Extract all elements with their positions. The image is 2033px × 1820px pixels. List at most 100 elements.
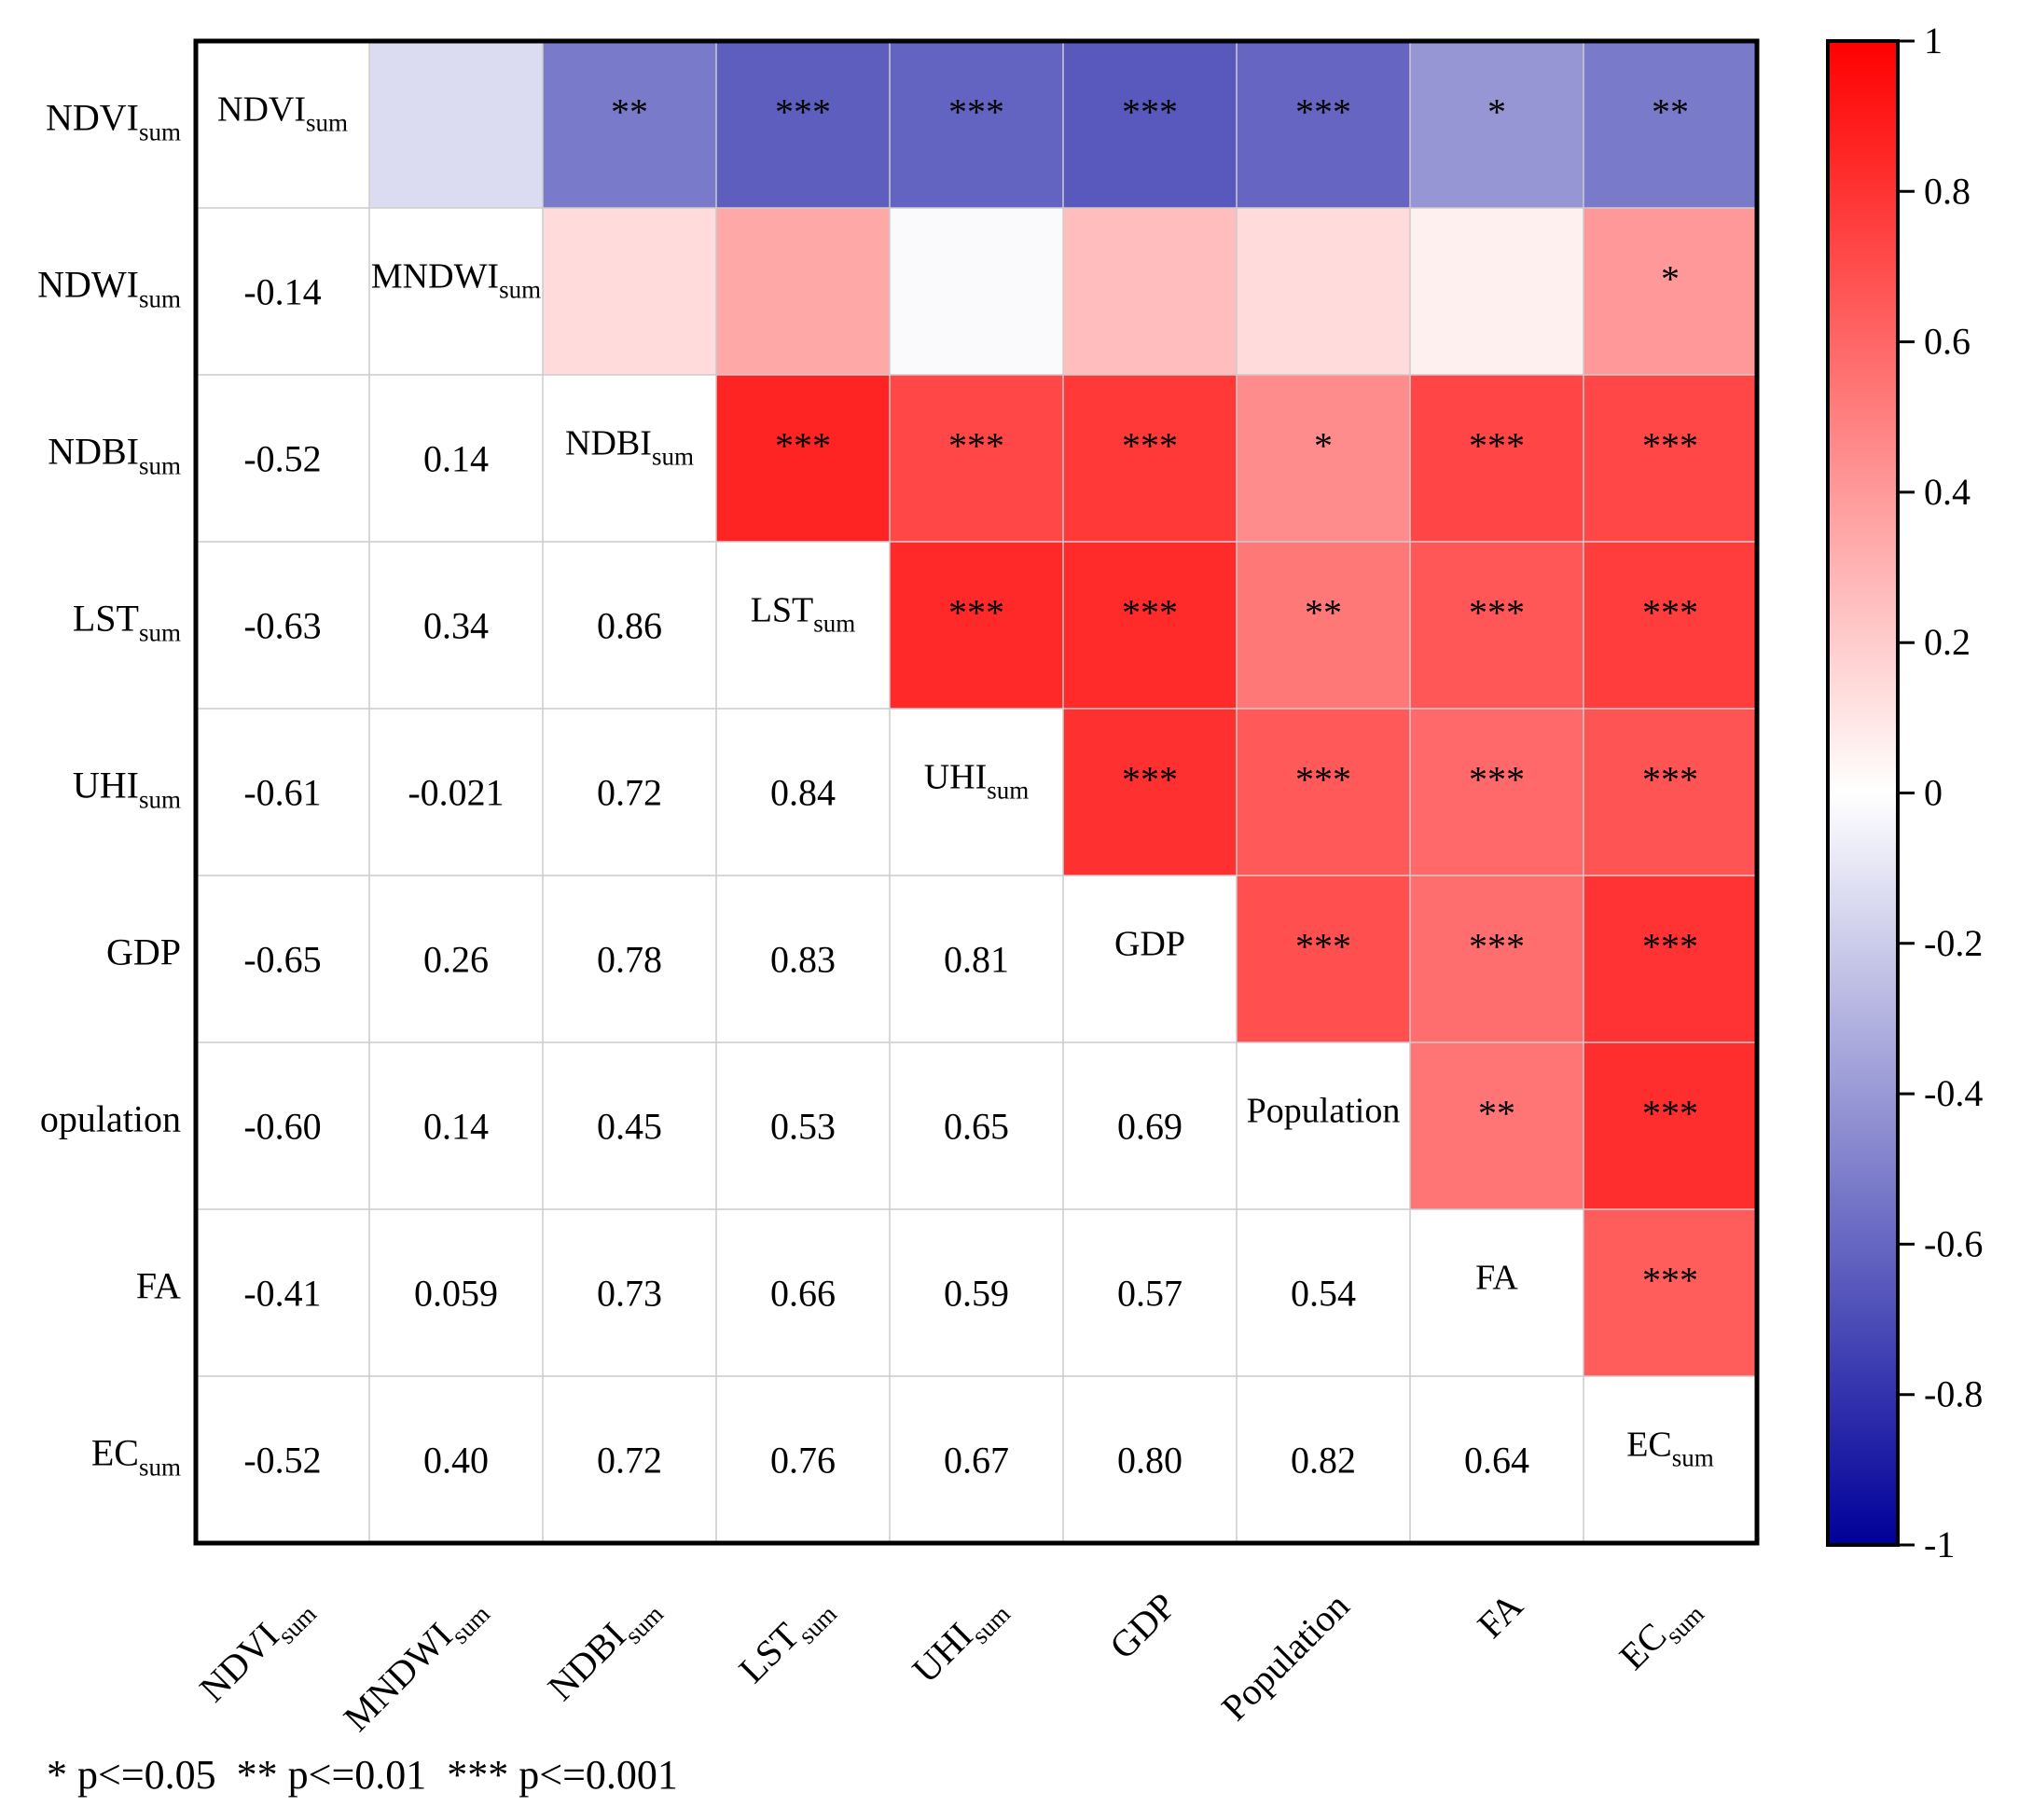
heatmap-cell-0-8 (1584, 41, 1757, 208)
heatmap-cell-5-7 (1410, 876, 1584, 1042)
heatmap-frame (193, 38, 1760, 1546)
significance-label: *** (948, 425, 1004, 467)
significance-label: * (1314, 425, 1333, 467)
significance-footnote: * p<=0.05 ** p<=0.01 *** p<=0.001 (47, 1752, 678, 1798)
cell-value-label: 0.72 (597, 1440, 662, 1482)
significance-label: *** (775, 91, 831, 133)
cell-value-label: 0.14 (423, 438, 489, 480)
colorbar-tick-label: -1 (1924, 1524, 1955, 1565)
cell-value-label: -0.52 (243, 1440, 321, 1482)
column-label: GDP (1101, 1585, 1183, 1667)
cell-value-label: 0.059 (414, 1273, 498, 1315)
heatmap-cell-6-7 (1410, 1042, 1584, 1209)
significance-label: *** (1295, 91, 1351, 133)
significance-label: *** (1295, 759, 1351, 801)
significance-label: ** (1478, 1093, 1515, 1135)
heatmap-cell-3-4 (890, 542, 1063, 709)
significance-label: *** (1469, 592, 1525, 634)
heatmap-cell-1-6 (1237, 208, 1410, 375)
column-label: NDBIsum (540, 1585, 669, 1714)
heatmap-cell-1-2 (543, 208, 716, 375)
cell-value-label: 0.34 (423, 605, 489, 647)
cell-value-label: 0.69 (1117, 1106, 1182, 1148)
cell-value-label: -0.61 (243, 772, 321, 814)
cell-value-label: 0.65 (944, 1106, 1009, 1148)
row-label: FA (136, 1265, 181, 1307)
row-labels: NDVIsum NDWIsum NDBIsum LSTsum UHIsum GDP opul… (37, 97, 181, 1482)
row-label: NDWIsum (37, 264, 181, 313)
cell-value-label: -0.52 (243, 438, 321, 480)
significance-label: ** (1652, 91, 1689, 133)
column-label: MNDWIsum (336, 1585, 495, 1744)
cell-value-label: 0.81 (944, 939, 1009, 981)
diagonal-label: NDVIsum (217, 90, 348, 137)
heatmap-cell-2-7 (1410, 375, 1584, 542)
heatmap-cell-1-3 (716, 208, 890, 375)
diagonal-label: MNDWIsum (371, 257, 541, 304)
cell-value-label: 0.83 (770, 939, 836, 981)
heatmap-cell-2-8 (1584, 375, 1757, 542)
heatmap-cell-0-2 (543, 41, 716, 208)
heatmap-cell-1-5 (1063, 208, 1237, 375)
heatmap-cells (369, 41, 1757, 1376)
significance-label: *** (1122, 759, 1178, 801)
row-label: LSTsum (73, 598, 181, 647)
heatmap-cell-0-4 (890, 41, 1063, 208)
cell-value-label: 0.86 (597, 605, 662, 647)
significance-label: *** (1642, 926, 1698, 968)
cell-value-label: 0.73 (597, 1273, 662, 1315)
significance-label: *** (1469, 759, 1525, 801)
column-label: NDVIsum (191, 1585, 322, 1716)
heatmap-cell-5-8 (1584, 876, 1757, 1042)
significance-label: *** (948, 592, 1004, 634)
cell-value-label: 0.76 (770, 1440, 836, 1482)
cell-value-label: 0.40 (423, 1440, 489, 1482)
cell-value-label: 0.64 (1464, 1440, 1529, 1482)
heatmap-cell-4-6 (1237, 709, 1410, 876)
diagonal-label: NDBIsum (565, 424, 694, 471)
heatmap-cell-0-5 (1063, 41, 1237, 208)
cell-value-label: 0.57 (1117, 1273, 1182, 1315)
colorbar-gradient (1826, 39, 1900, 1547)
column-label: Population (1213, 1585, 1357, 1729)
heatmap-grid (196, 41, 1757, 1543)
cell-value-label: 0.26 (423, 939, 489, 981)
colorbar-tick-label: 0.6 (1924, 321, 1971, 363)
colorbar-tick-label: -0.4 (1924, 1072, 1983, 1114)
column-label: UHIsum (904, 1585, 1016, 1697)
colorbar-tick-label: -0.8 (1924, 1373, 1983, 1415)
row-label: UHIsum (73, 765, 181, 814)
cell-value-label: 0.67 (944, 1440, 1009, 1482)
cell-value-label: -0.41 (243, 1273, 321, 1315)
significance-label: *** (1642, 1093, 1698, 1135)
significance-label: *** (775, 425, 831, 467)
significance-label: *** (1469, 926, 1525, 968)
heatmap-cell-2-5 (1063, 375, 1237, 542)
heatmap-cell-3-7 (1410, 542, 1584, 709)
heatmap-cell-2-3 (716, 375, 890, 542)
colorbar-tick-label: 0.2 (1924, 621, 1971, 663)
significance-label: *** (1122, 91, 1178, 133)
row-label: ECsum (91, 1432, 181, 1482)
significance-label: * (1661, 258, 1680, 300)
heatmap-cell-4-5 (1063, 709, 1237, 876)
cell-value-label: 0.80 (1117, 1440, 1182, 1482)
colorbar-tick-label: 0 (1924, 772, 1943, 814)
heatmap-cell-1-7 (1410, 208, 1584, 375)
colorbar: 1 0.8 0.6 0.4 0.2 0 -0.2 -0.4 -0.6 -0.8 -1 (1826, 20, 1983, 1565)
colorbar-tick-label: 0.8 (1924, 170, 1971, 212)
significance-label: * (1487, 91, 1506, 133)
significance-label: *** (1642, 1260, 1698, 1302)
column-label: FA (1469, 1584, 1530, 1646)
cell-value-label: 0.72 (597, 772, 662, 814)
cell-value-label: -0.021 (408, 772, 504, 814)
cell-value-label: 0.54 (1291, 1273, 1356, 1315)
column-label: LSTsum (730, 1585, 842, 1697)
cell-value-label: 0.59 (944, 1273, 1009, 1315)
heatmap-cell-3-6 (1237, 542, 1410, 709)
significance-label: *** (1295, 926, 1351, 968)
heatmap-labels: NDVIsum ** *** *** *** *** * **-0.14 MNDWIsum *-0… (217, 90, 1714, 1482)
cell-value-label: 0.14 (423, 1106, 489, 1148)
significance-label: *** (948, 91, 1004, 133)
